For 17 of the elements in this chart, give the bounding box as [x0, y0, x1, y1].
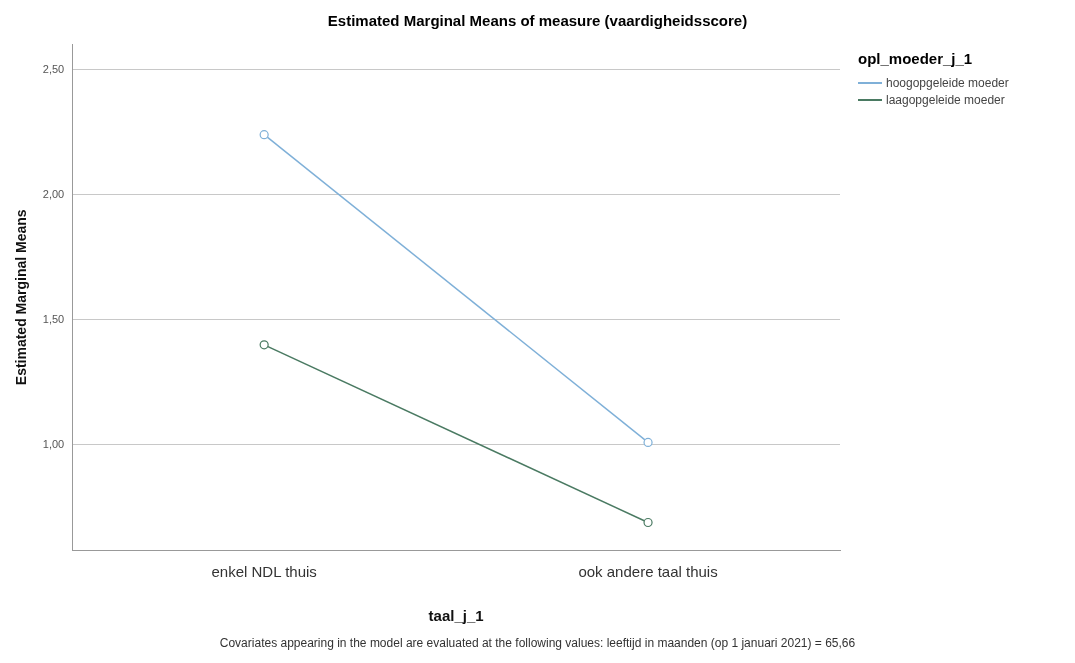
y-tick-label: 2,00 — [42, 187, 65, 200]
point — [259, 130, 269, 140]
x-tick-label: enkel NDL thuis — [211, 563, 317, 581]
x-tick-label: ook andere taal thuis — [578, 563, 718, 581]
y-tick-label: 1,00 — [42, 437, 65, 450]
y-tick-label: 2,50 — [42, 62, 65, 75]
legend-title: opl_moeder_j_1 — [858, 50, 973, 67]
chart-title: Estimated Marginal Means of measure (vaardigheidsscore) — [326, 12, 749, 29]
y-axis-title: Estimated Marginal Means — [13, 209, 30, 386]
legend-label: laagopgeleide moeder — [885, 91, 1006, 108]
point — [643, 437, 653, 448]
text: Covariates appearing in the model are evaluated at the following values: leeftijd in maanden (op 1 januari 2021) = 65,66 — [218, 636, 857, 650]
point — [643, 517, 653, 528]
x-axis-title: taal_j_1 — [428, 607, 484, 625]
legend-label: hoogopgeleide moeder — [885, 74, 1009, 91]
point — [259, 340, 269, 350]
y-tick-label: 1,50 — [42, 312, 65, 325]
